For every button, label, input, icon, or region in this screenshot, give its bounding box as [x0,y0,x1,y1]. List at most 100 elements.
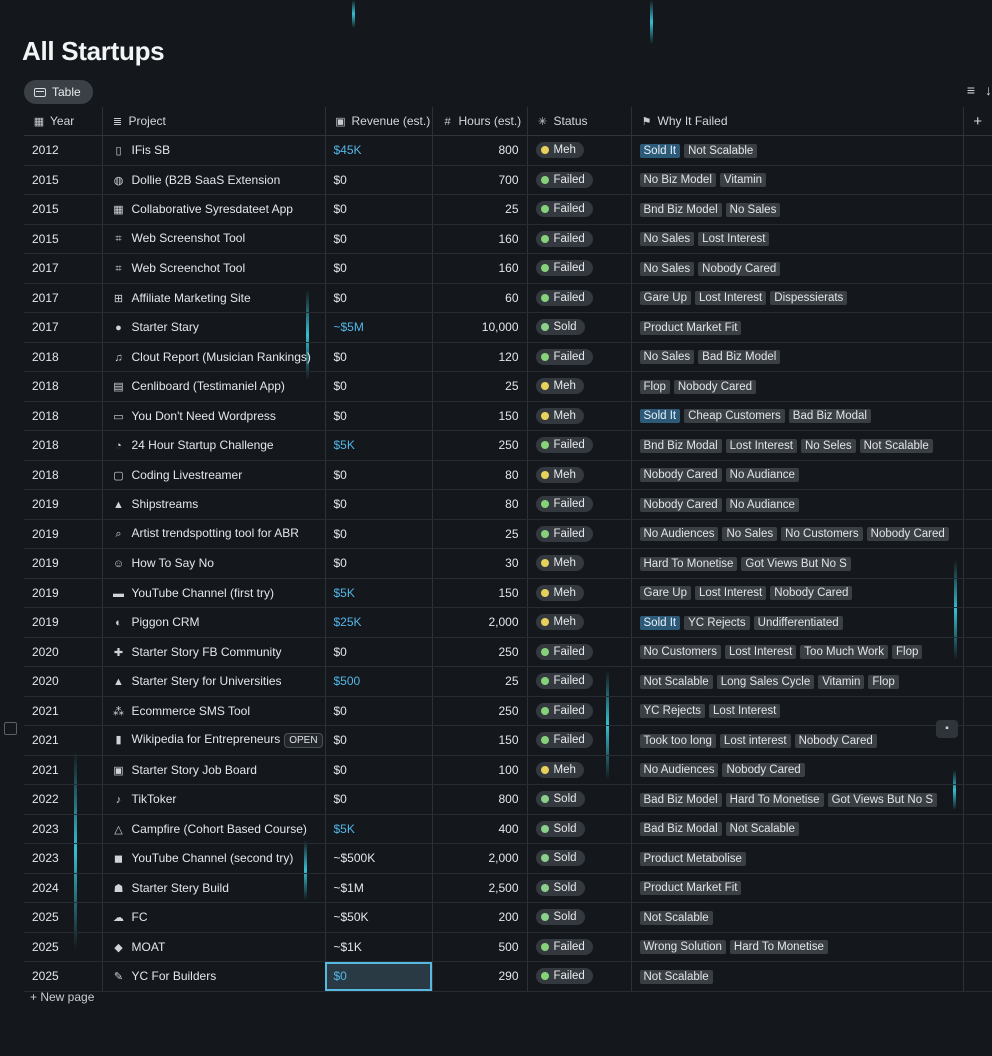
project-cell[interactable]: ▣ Starter Story Job Board [102,755,326,785]
project-name[interactable]: How To Say No [131,556,214,571]
table-row[interactable]: 2021 ⁂ Ecommerce SMS Tool $0 250 Failed YC Rej… [24,696,992,726]
year-cell[interactable]: 2018 [24,430,103,461]
revenue-cell[interactable]: $0 [325,696,433,726]
table-row[interactable]: 2021 ▮ Wikipedia for Entrepreneurs OPEN $0 15… [24,725,992,756]
project-cell[interactable]: ♪ TikToker [102,784,326,815]
why-failed-cell[interactable]: Product Market Fit [631,312,964,343]
table-row[interactable]: 2025 ☁ FC ~$50K 200 Sold Not Scalable [24,902,992,933]
why-failed-cell[interactable]: Took too long Lost interest Nobody Cared [631,725,964,756]
revenue-cell[interactable]: $0 [325,165,433,195]
revenue-cell[interactable]: $0 [325,194,433,225]
why-failed-cell[interactable]: Nobody Cared No Audiance [631,489,964,520]
year-cell[interactable]: 2019 [24,489,103,520]
revenue-cell[interactable]: ~$50K [325,902,433,933]
year-cell[interactable]: 2019 [24,578,103,608]
project-name[interactable]: Starter Story Job Board [131,762,257,777]
table-row[interactable]: 2018 ♫ Clout Report (Musician Rankings) $0 1… [24,342,992,372]
project-name[interactable]: Web Screenchot Tool [131,260,246,275]
table-row[interactable]: 2022 ♪ TikToker $0 800 Sold Bad Biz Model Hard … [24,784,992,815]
table-row[interactable]: 2019 ▲ Shipstreams $0 80 Failed Nobody Cared No… [24,489,992,520]
revenue-cell[interactable]: $0 [325,283,433,313]
project-name[interactable]: Artist trendspotting tool for ABR [131,526,299,541]
comment-icon[interactable]: ▪ [936,720,958,738]
revenue-cell[interactable]: $0 [325,519,433,549]
year-cell[interactable]: 2015 [24,224,103,254]
year-cell[interactable]: 2019 [24,607,103,638]
status-cell[interactable]: Sold [527,843,632,874]
hours-cell[interactable]: 100 [432,755,528,785]
new-page-button[interactable]: + New page [30,990,95,1004]
project-name[interactable]: Cenliboard (Testimaniel App) [131,379,285,394]
status-cell[interactable]: Meh [527,460,632,490]
status-cell[interactable]: Sold [527,873,632,903]
why-failed-cell[interactable]: Bad Biz Model Hard To Monetise Got Views B… [631,784,964,815]
status-cell[interactable]: Failed [527,253,632,284]
year-cell[interactable]: 2018 [24,401,103,431]
year-cell[interactable]: 2021 [24,696,103,726]
table-row[interactable]: 2015 ▦ Collaborative Syresdateet App $0 25 Fa… [24,194,992,225]
project-cell[interactable]: ⌗ Web Screenshot Tool [102,224,326,254]
revenue-cell[interactable]: $0 [325,548,433,579]
why-failed-cell[interactable]: No Sales Lost Interest [631,224,964,254]
why-failed-cell[interactable]: Gare Up Lost Interest Dispessierats [631,283,964,313]
hours-cell[interactable]: 400 [432,814,528,844]
hours-cell[interactable]: 800 [432,135,528,166]
table-row[interactable]: 2019 ▬ YouTube Channel (first try) $5K 150 Me… [24,578,992,608]
project-name[interactable]: Starter Stary [131,320,199,335]
year-cell[interactable]: 2025 [24,932,103,962]
status-cell[interactable]: Failed [527,224,632,254]
hours-cell[interactable]: 290 [432,961,528,992]
project-cell[interactable]: ☗ Starter Stery Build [102,873,326,903]
revenue-cell[interactable]: $45K [325,135,433,166]
year-cell[interactable]: 2025 [24,961,103,992]
project-cell[interactable]: △ Campfire (Cohort Based Course) [102,814,326,844]
year-cell[interactable]: 2023 [24,843,103,874]
hours-cell[interactable]: 2,000 [432,843,528,874]
revenue-cell[interactable]: ~$500K [325,843,433,874]
why-failed-cell[interactable]: Hard To Monetise Got Views But No S [631,548,964,579]
project-cell[interactable]: ☁ FC [102,902,326,933]
project-name[interactable]: Starter Stery for Universities [131,674,282,689]
why-failed-cell[interactable]: Not Scalable [631,961,964,992]
status-cell[interactable]: Failed [527,932,632,962]
why-failed-cell[interactable]: Product Market Fit [631,873,964,903]
project-name[interactable]: Shipstreams [131,497,199,512]
column-header-revenue[interactable]: ▣ Revenue (est.) [325,107,433,136]
table-row[interactable]: 2015 ⌗ Web Screenshot Tool $0 160 Failed No Sa… [24,224,992,254]
project-cell[interactable]: ▯ IFis SB [102,135,326,166]
why-failed-cell[interactable]: No Sales Nobody Cared [631,253,964,284]
table-row[interactable]: 2017 ⌗ Web Screenchot Tool $0 160 Failed No Sa… [24,253,992,284]
hours-cell[interactable]: 25 [432,194,528,225]
project-name[interactable]: MOAT [131,939,166,954]
status-cell[interactable]: Failed [527,637,632,667]
hours-cell[interactable]: 10,000 [432,312,528,343]
year-cell[interactable]: 2018 [24,460,103,490]
table-row[interactable]: 2012 ▯ IFis SB $45K 800 Meh Sold It Not Scalabl… [24,135,992,166]
project-name[interactable]: Campfire (Cohort Based Course) [131,821,307,836]
year-cell[interactable]: 2023 [24,814,103,844]
revenue-cell[interactable]: $0 [325,253,433,284]
revenue-cell[interactable]: $0 [325,725,433,756]
revenue-cell[interactable]: $0 [325,637,433,667]
why-failed-cell[interactable]: Flop Nobody Cared [631,371,964,402]
sort-icon[interactable]: ↓ [985,82,992,98]
why-failed-cell[interactable]: No Biz Model Vitamin [631,165,964,195]
table-row[interactable]: 2024 ☗ Starter Stery Build ~$1M 2,500 Sold Pro… [24,873,992,903]
table-row[interactable]: 2021 ▣ Starter Story Job Board $0 100 Meh No A… [24,755,992,785]
column-header-why-failed[interactable]: ⚑ Why It Failed [631,107,964,136]
project-name[interactable]: Piggon CRM [131,615,200,630]
why-failed-cell[interactable]: Not Scalable [631,902,964,933]
status-cell[interactable]: Sold [527,312,632,343]
project-cell[interactable]: ▲ Shipstreams [102,489,326,520]
hours-cell[interactable]: 80 [432,489,528,520]
column-header-hours[interactable]: # Hours (est.) [432,107,528,136]
year-cell[interactable]: 2021 [24,725,103,756]
table-row[interactable]: 2020 ✚ Starter Story FB Community $0 250 Fail… [24,637,992,667]
revenue-cell[interactable]: $0 [325,755,433,785]
table-row[interactable]: 2019 ⌕ Artist trendspotting tool for ABR $0… [24,519,992,549]
project-cell[interactable]: ☺ How To Say No [102,548,326,579]
year-cell[interactable]: 2022 [24,784,103,815]
status-cell[interactable]: Meh [527,607,632,638]
status-cell[interactable]: Failed [527,696,632,726]
column-header-year[interactable]: ▦ Year [24,107,103,136]
